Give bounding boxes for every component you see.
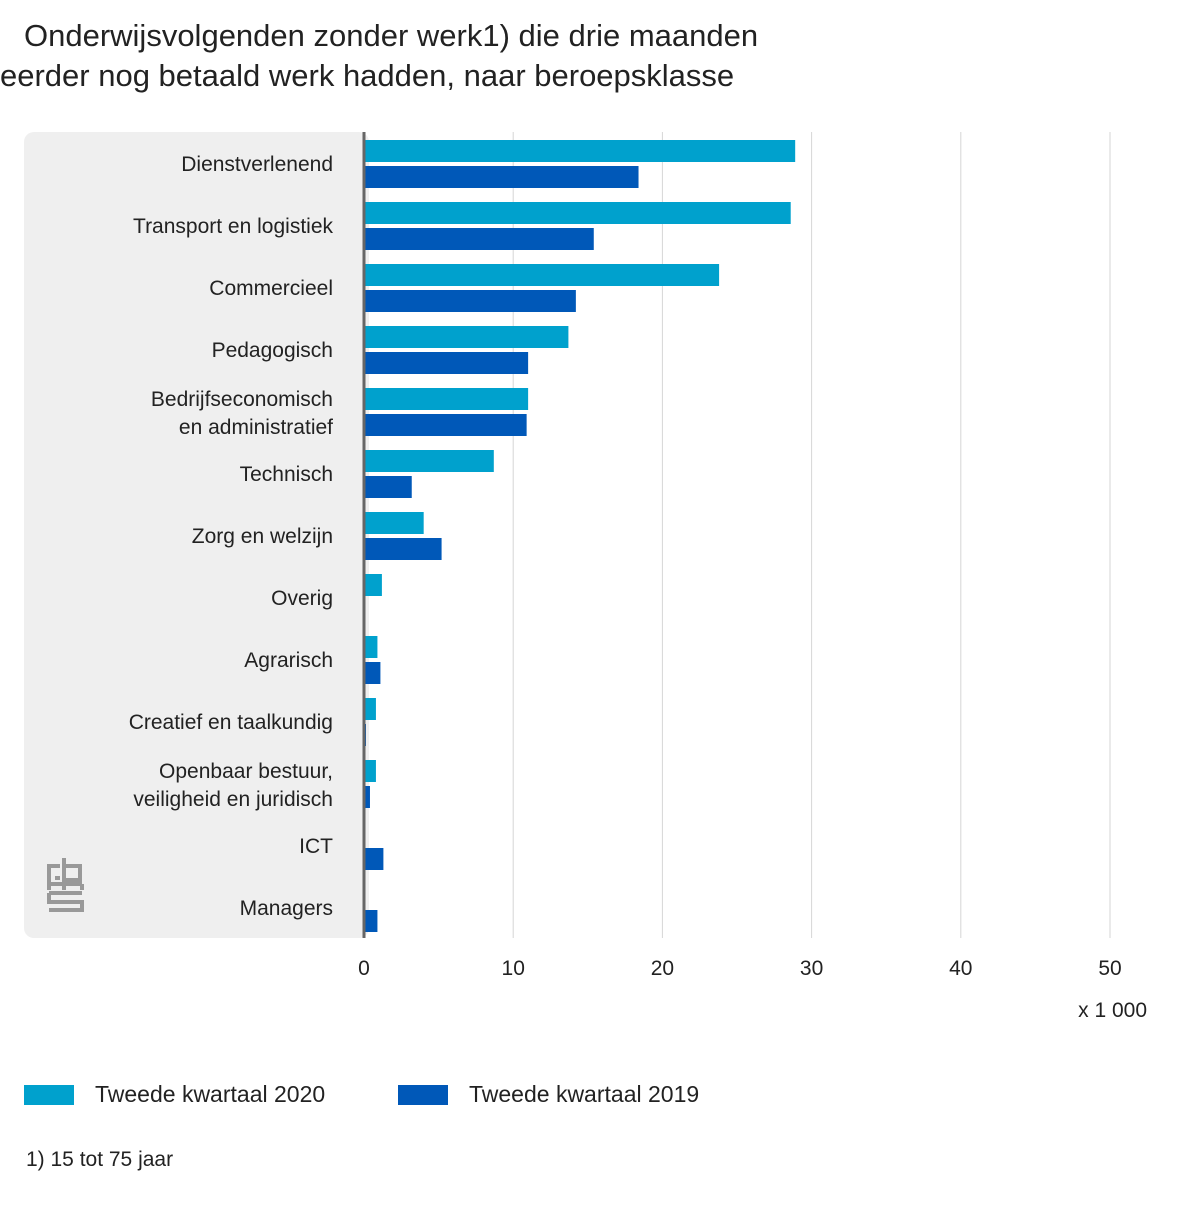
chart-title-line-1: Onderwijsvolgenden zonder werk1) die dri… — [24, 18, 758, 53]
category-label: Openbaar bestuur, — [159, 760, 333, 783]
chart-title-line-2: eerder nog betaald werk hadden, naar ber… — [0, 58, 734, 93]
x-tick-label: 20 — [651, 957, 674, 980]
cbs-logo — [47, 858, 84, 912]
bar — [365, 352, 529, 374]
bar — [365, 414, 527, 436]
bar — [365, 786, 370, 808]
x-tick-label: 50 — [1098, 957, 1121, 980]
category-label: Managers — [240, 897, 333, 920]
bar — [365, 574, 382, 596]
category-label: Dienstverlenend — [181, 153, 333, 176]
bar — [365, 512, 424, 534]
category-label: Agrarisch — [244, 649, 333, 672]
category-label: Zorg en welzijn — [192, 525, 333, 548]
x-tick-label: 10 — [502, 957, 525, 980]
category-label: veiligheid en juridisch — [133, 788, 333, 811]
legend-swatch — [398, 1085, 448, 1105]
bar — [365, 140, 796, 162]
x-tick-label: 30 — [800, 957, 823, 980]
bar — [365, 228, 594, 250]
x-axis-unit-label: x 1 000 — [1078, 999, 1147, 1022]
category-label: en administratief — [179, 416, 333, 439]
bar — [365, 450, 494, 472]
category-label: Bedrijfseconomisch — [151, 388, 333, 411]
footnote: 1) 15 tot 75 jaar — [26, 1148, 173, 1171]
category-label: ICT — [299, 835, 333, 858]
category-label: Pedagogisch — [212, 339, 333, 362]
label-panel — [24, 132, 369, 938]
bar — [365, 326, 569, 348]
legend-swatch — [24, 1085, 74, 1105]
bar — [365, 760, 376, 782]
bar — [365, 698, 376, 720]
bar — [365, 166, 639, 188]
category-label: Overig — [271, 587, 333, 610]
bar — [365, 538, 442, 560]
bar — [365, 476, 412, 498]
bar — [365, 264, 720, 286]
legend-label: Tweede kwartaal 2019 — [469, 1081, 699, 1107]
category-label: Creatief en taalkundig — [129, 711, 333, 734]
x-tick-label: 40 — [949, 957, 972, 980]
category-label: Technisch — [240, 463, 333, 486]
legend-label: Tweede kwartaal 2020 — [95, 1081, 325, 1107]
bar — [365, 636, 378, 658]
bar — [365, 388, 529, 410]
bar — [365, 910, 378, 932]
x-tick-label: 0 — [358, 957, 370, 980]
bar — [365, 202, 791, 224]
category-label: Transport en logistiek — [133, 215, 333, 238]
bar — [365, 290, 576, 312]
category-label: Commercieel — [209, 277, 333, 300]
bar — [365, 848, 384, 870]
bar — [365, 662, 381, 684]
